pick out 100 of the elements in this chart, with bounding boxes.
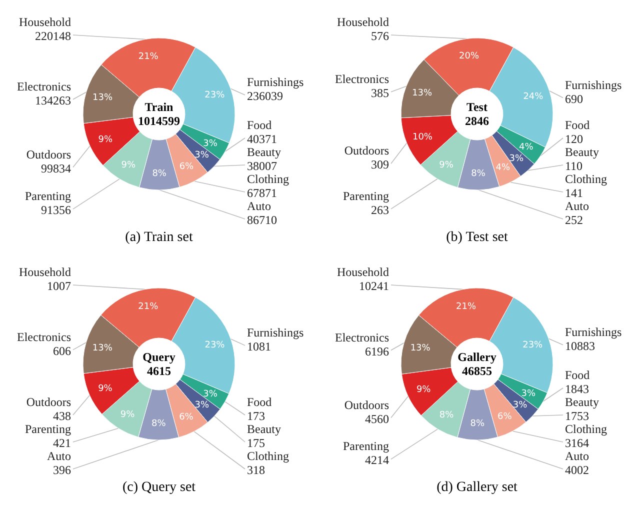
text: 4% [496, 163, 510, 173]
slice-label: Auto [247, 199, 271, 213]
text: 13% [92, 93, 112, 104]
text: 8% [439, 410, 454, 420]
text: 21% [138, 302, 158, 312]
data-label: 40371 [247, 132, 277, 146]
slice-label: Outdoors [26, 395, 72, 409]
text: 9% [121, 160, 136, 170]
slice-label: Furnishings [247, 325, 304, 340]
slice-label: Parenting [343, 439, 389, 454]
text: 4% [519, 142, 534, 153]
slice-label: Food [247, 118, 272, 132]
slice-label: Electronics [335, 330, 390, 344]
data-label: 220148 [35, 29, 71, 43]
data-label: 1081 [247, 339, 271, 354]
slice-label: Auto [47, 449, 71, 463]
text: 13% [410, 344, 430, 354]
data-label: 1007 [47, 279, 71, 293]
slice-label: Beauty [247, 145, 281, 159]
text: 3% [194, 400, 210, 410]
data-label: 120 [565, 132, 583, 146]
slice-label: Auto [565, 199, 589, 213]
text: 10% [412, 132, 432, 143]
data-label: 576 [371, 29, 389, 43]
text: Query [142, 350, 176, 364]
slice-label: Parenting [343, 188, 389, 203]
text: 2846 [465, 114, 489, 128]
slice-label: Electronics [335, 72, 390, 86]
data-label: 91356 [41, 203, 71, 218]
text: 3% [509, 154, 524, 164]
data-label: 396 [53, 463, 71, 477]
data-label: 173 [247, 409, 265, 423]
slice-label: Furnishings [247, 74, 304, 89]
slice-label: Food [565, 118, 590, 132]
slice-label: Clothing [247, 172, 290, 186]
slice-label: Furnishings [565, 78, 622, 92]
data-label: 438 [53, 409, 71, 423]
text: (c) Query set [122, 480, 196, 495]
text: (b) Test set [446, 230, 508, 245]
slice-label: Outdoors [344, 398, 390, 412]
text: 9% [98, 134, 113, 145]
data-label: 4560 [365, 412, 389, 426]
slice-label: Clothing [247, 449, 290, 463]
text: 46855 [462, 364, 492, 378]
slice-label: Food [565, 368, 590, 382]
slice-label: Auto [565, 449, 589, 463]
slice-label: Household [337, 15, 389, 29]
text: Test [466, 100, 488, 114]
text: 9% [416, 385, 431, 396]
slice-label: Electronics [17, 79, 72, 94]
text: 3% [521, 388, 536, 399]
text: (a) Train set [125, 230, 193, 245]
data-label: 10883 [565, 338, 595, 353]
data-label: 99834 [41, 161, 71, 176]
text: 13% [92, 343, 112, 354]
data-label: 1843 [565, 382, 589, 396]
text: 4615 [147, 364, 171, 378]
text: 8% [152, 169, 166, 179]
slice-label: Beauty [565, 145, 599, 159]
text: 21% [138, 52, 158, 62]
slice-label: Outdoors [26, 147, 72, 162]
text: 3% [194, 150, 209, 161]
text: 6% [498, 412, 512, 422]
data-label: 67871 [247, 186, 277, 200]
text: 23% [522, 340, 543, 350]
data-label: 236039 [247, 88, 283, 103]
slice-label: Household [19, 265, 71, 279]
text: 9% [120, 410, 135, 420]
data-label: 86710 [247, 213, 277, 227]
data-label: 134263 [35, 93, 71, 108]
data-label: 421 [53, 436, 71, 450]
slice-label: Parenting [25, 189, 71, 204]
text: 3% [512, 400, 528, 410]
text: 1014599 [138, 114, 180, 128]
text: 8% [470, 419, 485, 429]
data-label: 309 [371, 158, 389, 172]
text: 24% [523, 92, 544, 102]
slice-label: Food [247, 395, 272, 409]
data-label: 141 [565, 186, 583, 200]
text: Train [144, 100, 174, 114]
text: 23% [204, 90, 225, 100]
text: 21% [456, 302, 476, 312]
text: 20% [459, 52, 480, 62]
data-label: 606 [53, 344, 71, 358]
text: 13% [412, 88, 432, 98]
data-label: 4214 [365, 453, 389, 468]
data-label: 4002 [565, 463, 589, 477]
slice-label: Beauty [565, 395, 599, 409]
text: Gallery [458, 350, 496, 364]
text: 3% [203, 389, 218, 400]
slice-label: Furnishings [565, 324, 622, 339]
data-label: 1753 [565, 409, 589, 423]
data-label: 318 [247, 463, 265, 477]
text: 6% [179, 162, 194, 172]
data-label: 110 [565, 159, 583, 173]
data-label: 252 [565, 213, 583, 227]
data-label: 6196 [365, 344, 389, 358]
text: (d) Gallery set [436, 480, 518, 495]
data-label: 38007 [247, 159, 277, 173]
slice-label: Household [337, 265, 389, 279]
